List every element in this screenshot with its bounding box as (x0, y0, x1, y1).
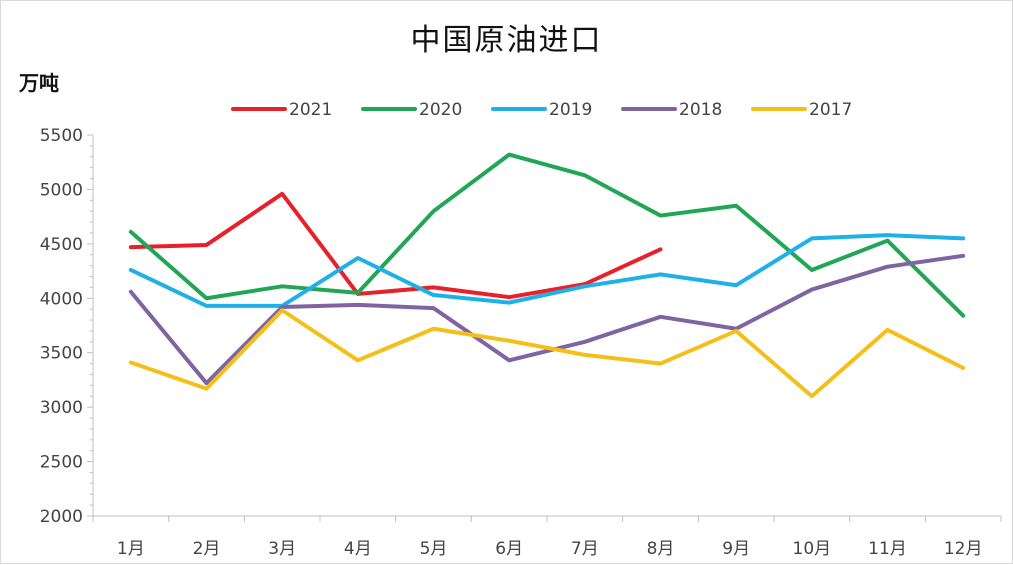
y-tick-label: 3000 (40, 398, 83, 418)
y-tick-label: 5000 (40, 180, 83, 200)
y-tick-label: 3500 (40, 344, 83, 364)
legend-label-2019: 2019 (549, 100, 592, 120)
y-tick-label: 4500 (40, 235, 83, 255)
y-tick-label: 2000 (40, 507, 83, 527)
series-2017-line (131, 310, 963, 396)
x-tick-label: 12月 (944, 539, 983, 559)
x-tick-label: 7月 (571, 539, 599, 559)
legend-label-2020: 2020 (419, 100, 462, 120)
y-tick-label: 2500 (40, 453, 83, 473)
series-2019-line (131, 235, 963, 306)
legend-label-2017: 2017 (809, 100, 852, 120)
legend-label-2021: 2021 (289, 100, 332, 120)
y-tick-label: 5500 (40, 126, 83, 146)
legend-label-2018: 2018 (679, 100, 722, 120)
y-tick-label: 4000 (40, 289, 83, 309)
x-tick-label: 3月 (268, 539, 296, 559)
x-tick-label: 1月 (117, 539, 145, 559)
x-tick-label: 9月 (722, 539, 750, 559)
series-2018-line (131, 256, 963, 383)
x-tick-label: 8月 (647, 539, 675, 559)
x-tick-label: 4月 (344, 539, 372, 559)
series-2021-line (131, 194, 661, 297)
x-tick-label: 2月 (193, 539, 221, 559)
x-tick-label: 5月 (420, 539, 448, 559)
x-tick-label: 6月 (495, 539, 523, 559)
x-tick-label: 10月 (793, 539, 832, 559)
x-tick-label: 11月 (868, 539, 907, 559)
